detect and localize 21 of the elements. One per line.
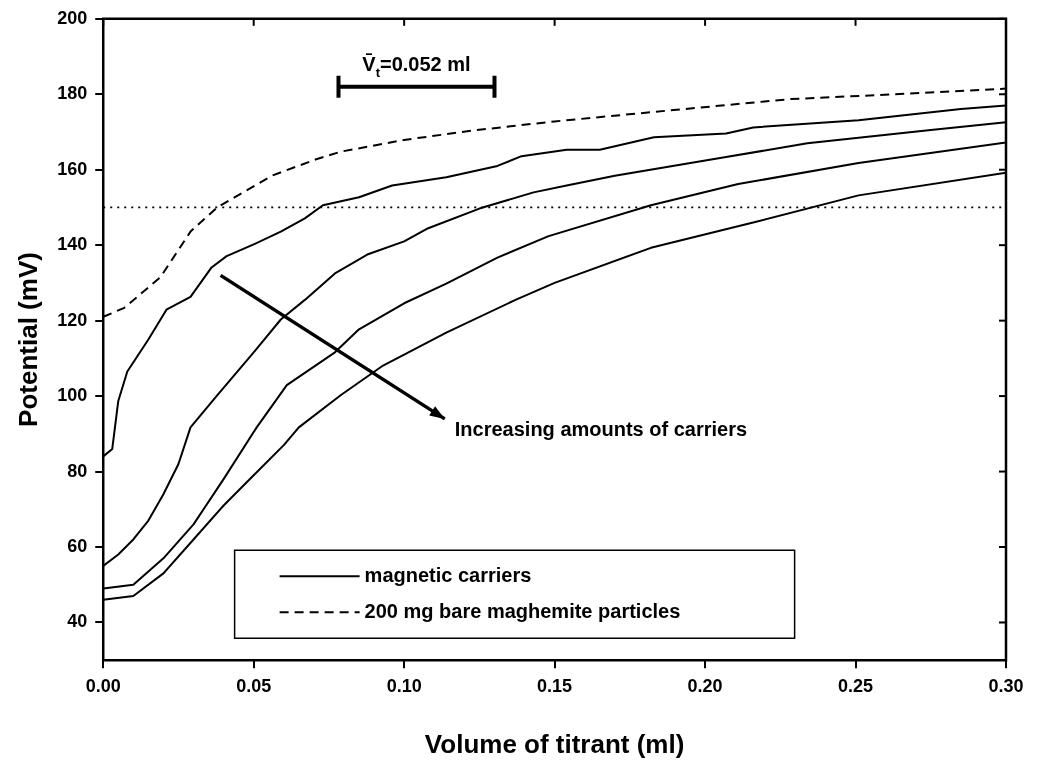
x-axis-title: Volume of titrant (ml) xyxy=(424,728,685,759)
legend-label: 200 mg bare maghemite particles xyxy=(364,599,681,622)
x-tick-label: 0.05 xyxy=(236,675,272,696)
x-tick-label: 0.30 xyxy=(988,675,1024,696)
annotation: Increasing amounts of carriers xyxy=(454,418,748,441)
y-tick-label: 140 xyxy=(57,234,88,255)
x-tick-label: 0.00 xyxy=(85,675,121,696)
y-tick-label: 100 xyxy=(57,385,88,406)
y-tick-label: 80 xyxy=(67,460,88,481)
x-tick-label: 0.10 xyxy=(386,675,422,696)
y-tick-label: 160 xyxy=(57,158,88,179)
y-tick-label: 200 xyxy=(57,7,88,28)
x-tick-label: 0.20 xyxy=(687,675,723,696)
legend-label: magnetic carriers xyxy=(364,563,532,586)
y-tick-label: 120 xyxy=(57,309,88,330)
y-tick-label: 40 xyxy=(67,611,88,632)
x-tick-label: 0.15 xyxy=(537,675,573,696)
y-tick-label: 180 xyxy=(57,83,88,104)
y-axis-title: Potential (mV) xyxy=(12,252,43,427)
x-tick-label: 0.25 xyxy=(838,675,874,696)
y-tick-label: 60 xyxy=(67,535,88,556)
